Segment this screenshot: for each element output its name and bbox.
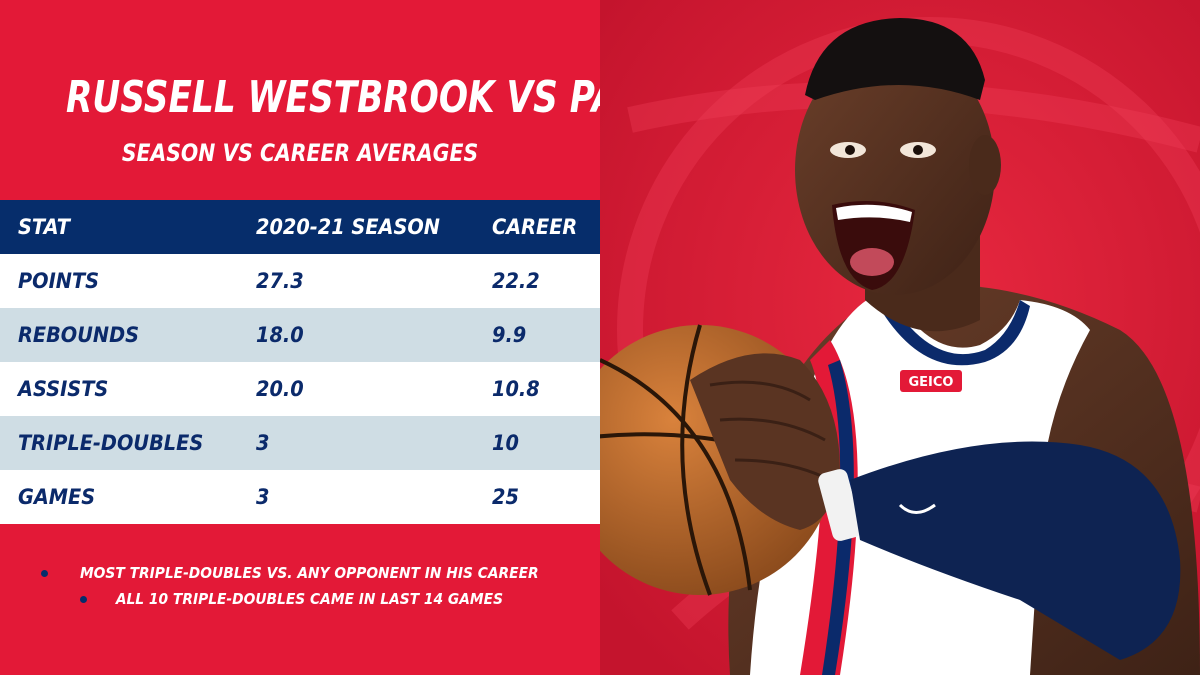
table-row: REBOUNDS 18.0 9.9 <box>0 308 600 362</box>
row-career-value: 10.8 <box>492 377 540 401</box>
row-career-value: 10 <box>492 431 519 455</box>
table-row: ASSISTS 20.0 10.8 <box>0 362 600 416</box>
row-stat: TRIPLE-DOUBLES <box>18 431 204 455</box>
player-tongue <box>850 248 894 276</box>
header-stat: STAT <box>18 215 70 239</box>
pupil-left <box>845 145 855 155</box>
row-career-value: 22.2 <box>492 269 540 293</box>
footnote-item: MOST TRIPLE-DOUBLES VS. ANY OPPONENT IN … <box>0 560 600 586</box>
table-row: POINTS 27.3 22.2 <box>0 254 600 308</box>
row-season-value: 18.0 <box>256 323 304 347</box>
jersey-collar <box>875 292 1030 366</box>
row-season-value: 3 <box>256 485 270 509</box>
jersey-trim <box>822 360 854 675</box>
footnotes: MOST TRIPLE-DOUBLES VS. ANY OPPONENT IN … <box>0 560 600 612</box>
row-stat: GAMES <box>18 485 96 509</box>
header-career: CAREER <box>492 215 578 239</box>
graphic-title: RUSSELL WESTBROOK VS PACERS <box>66 72 718 123</box>
table-row: TRIPLE-DOUBLES 3 10 <box>0 416 600 470</box>
header-season: 2020-21 SEASON <box>256 215 440 239</box>
row-career-value: 25 <box>492 485 519 509</box>
row-stat: REBOUNDS <box>18 323 140 347</box>
row-career-value: 9.9 <box>492 323 527 347</box>
sponsor-text: GEICO <box>909 375 954 390</box>
arm-sleeve <box>850 441 1181 660</box>
player-photo: GEICO <box>600 0 1200 675</box>
sponsor-patch <box>900 370 962 392</box>
table-header: STAT 2020-21 SEASON CAREER <box>0 200 600 254</box>
player-hair <box>805 18 985 100</box>
player-teeth <box>836 204 912 222</box>
table-row: GAMES 3 25 <box>0 470 600 524</box>
footnote-item: ALL 10 TRIPLE-DOUBLES CAME IN LAST 14 GA… <box>0 586 600 612</box>
sleeve-logo-icon <box>898 503 936 514</box>
bullet-icon <box>41 569 49 577</box>
row-season-value: 27.3 <box>256 269 304 293</box>
row-season-value: 20.0 <box>256 377 304 401</box>
player-hand <box>690 353 840 530</box>
graphic-subtitle: SEASON VS CAREER AVERAGES <box>121 139 479 167</box>
row-season-value: 3 <box>256 431 270 455</box>
player-illustration: GEICO <box>600 0 1200 675</box>
wristband <box>818 469 862 541</box>
row-stat: POINTS <box>18 269 100 293</box>
stats-table: STAT 2020-21 SEASON CAREER POINTS 27.3 2… <box>0 200 600 524</box>
stats-panel: RUSSELL WESTBROOK VS PACERS SEASON VS CA… <box>0 72 718 612</box>
pupil-right <box>913 145 923 155</box>
footnote-text: MOST TRIPLE-DOUBLES VS. ANY OPPONENT IN … <box>80 564 539 582</box>
bullet-icon <box>80 595 88 603</box>
row-stat: ASSISTS <box>18 377 109 401</box>
footnote-text: ALL 10 TRIPLE-DOUBLES CAME IN LAST 14 GA… <box>115 590 504 608</box>
player-ear <box>969 135 1001 195</box>
